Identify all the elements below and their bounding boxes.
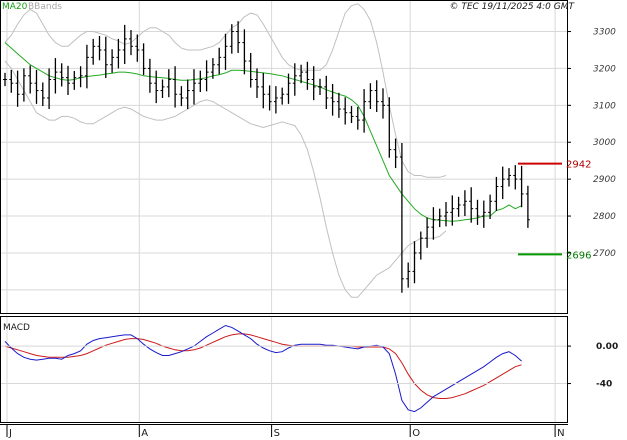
price-panel-frame — [0, 0, 568, 314]
price-bars — [3, 21, 530, 293]
x-tick-label: N — [557, 428, 564, 439]
price-tick-label: 3200 — [593, 64, 616, 74]
resistance-level-label: 2942 — [566, 160, 591, 171]
price-tick-label: 3000 — [593, 138, 616, 148]
price-tick-label: 2900 — [593, 175, 616, 185]
support-level-label: 2696 — [566, 250, 591, 261]
legend-bbands: BBands — [28, 2, 62, 12]
macd-lines — [4, 324, 522, 413]
x-tick-label: J — [8, 428, 12, 439]
copyright-text: © TEC 19/11/2025 4:0 GMT — [449, 2, 575, 12]
price-y-axis: 2700 2800 2900 3000 3100 3200 3300 — [567, 28, 616, 259]
macd-main-line — [4, 324, 522, 413]
price-tick-label: 2800 — [593, 212, 616, 222]
price-tick-label: 3100 — [593, 101, 616, 111]
macd-panel-title: MACD — [3, 323, 30, 333]
x-tick-label: O — [412, 428, 420, 439]
price-tick-label: 3300 — [593, 28, 616, 38]
x-tick-label: A — [141, 428, 148, 439]
bband-lower-line — [4, 60, 447, 298]
macd-tick-label: 0.00 — [596, 342, 618, 352]
price-tick-label: 2700 — [593, 249, 616, 259]
key-levels: 2942 2696 — [518, 160, 591, 261]
macd-panel-frame — [0, 316, 568, 423]
x-tick-label: S — [274, 428, 280, 439]
macd-tick-label: -40 — [596, 380, 612, 390]
legend-ma20: MA20 — [2, 2, 28, 12]
macd-signal-line — [4, 333, 522, 399]
gridlines — [1, 1, 567, 422]
macd-y-axis: 0.00 -40 — [1, 342, 618, 390]
